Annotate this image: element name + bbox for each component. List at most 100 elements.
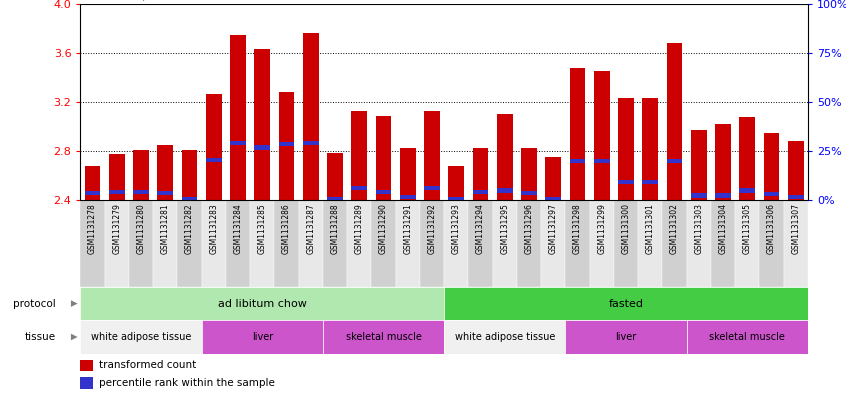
Bar [255,145,270,150]
Text: GSM1131288: GSM1131288 [331,203,339,253]
Bar [206,94,222,200]
Bar [226,200,250,287]
Text: white adipose tissue: white adipose tissue [91,332,191,342]
Bar [80,200,105,287]
Text: GSM1131292: GSM1131292 [427,203,437,254]
Bar [255,50,270,200]
Text: protocol: protocol [14,299,56,309]
Bar [739,117,755,200]
Bar [444,287,808,320]
Bar [351,111,367,200]
Bar [667,43,683,200]
Bar [351,186,367,190]
Bar [760,200,783,287]
Text: GSM1131286: GSM1131286 [282,203,291,254]
Bar [109,154,124,200]
Bar [278,142,294,146]
Bar [347,200,371,287]
Bar [642,99,658,200]
Bar [715,193,731,198]
Bar [590,200,614,287]
Bar [444,200,469,287]
Bar [497,114,513,200]
Text: GSM1131283: GSM1131283 [209,203,218,254]
Bar [400,148,415,200]
Bar [299,200,323,287]
Bar [667,159,683,163]
Text: GSM1131305: GSM1131305 [743,203,752,254]
Bar [274,200,299,287]
Bar [546,197,561,201]
Bar [85,166,101,200]
Bar [133,190,149,194]
Bar [424,111,440,200]
Text: GSM1131285: GSM1131285 [258,203,266,254]
Text: white adipose tissue: white adipose tissue [454,332,555,342]
Bar [80,360,93,371]
Text: skeletal muscle: skeletal muscle [345,332,421,342]
Bar [80,287,444,320]
Text: fasted: fasted [608,299,644,309]
Bar [182,150,197,200]
Bar [788,195,804,199]
Bar [521,148,537,200]
Text: GSM1131280: GSM1131280 [136,203,146,254]
Bar [250,200,274,287]
Bar [327,197,343,201]
Bar [323,200,347,287]
Bar [85,191,101,195]
Bar [517,200,541,287]
Bar [105,200,129,287]
Bar [569,68,585,200]
Bar [303,33,319,200]
Bar [569,159,585,163]
Text: GSM1131289: GSM1131289 [354,203,364,254]
Bar [444,320,565,354]
Bar [764,192,779,196]
Bar [157,145,173,200]
Bar [327,152,343,200]
Bar [303,141,319,145]
Text: GSM1131296: GSM1131296 [525,203,534,254]
Text: GSM1131293: GSM1131293 [452,203,461,254]
Bar [565,200,590,287]
Text: GSM1131287: GSM1131287 [306,203,316,254]
Text: GSM1131301: GSM1131301 [645,203,655,254]
Bar [691,193,706,198]
Bar [376,116,392,200]
Bar [80,320,201,354]
Bar [497,189,513,193]
Bar [492,200,517,287]
Bar [541,200,565,287]
Text: GSM1131284: GSM1131284 [233,203,243,254]
Bar [376,190,392,194]
Bar [323,320,444,354]
Bar [371,200,396,287]
Bar [469,200,492,287]
Bar [129,200,153,287]
Text: liver: liver [251,332,273,342]
Bar [230,141,246,145]
Text: percentile rank within the sample: percentile rank within the sample [98,378,274,388]
Bar [424,186,440,190]
Text: GSM1131299: GSM1131299 [597,203,607,254]
Bar [711,200,735,287]
Text: GSM1131282: GSM1131282 [185,203,194,253]
Bar [133,150,149,200]
Bar [565,320,687,354]
Bar [473,148,488,200]
Bar [662,200,687,287]
Text: GSM1131290: GSM1131290 [379,203,388,254]
Text: liver: liver [615,332,637,342]
Bar [109,190,124,194]
Text: GDS4918 / 10556718: GDS4918 / 10556718 [80,0,215,1]
Bar [687,200,711,287]
Bar [448,197,464,201]
Text: GSM1131291: GSM1131291 [404,203,412,254]
Bar [448,166,464,200]
Bar [783,200,808,287]
Bar [473,190,488,194]
Text: GSM1131278: GSM1131278 [88,203,97,254]
Text: GSM1131294: GSM1131294 [476,203,485,254]
Bar [201,200,226,287]
